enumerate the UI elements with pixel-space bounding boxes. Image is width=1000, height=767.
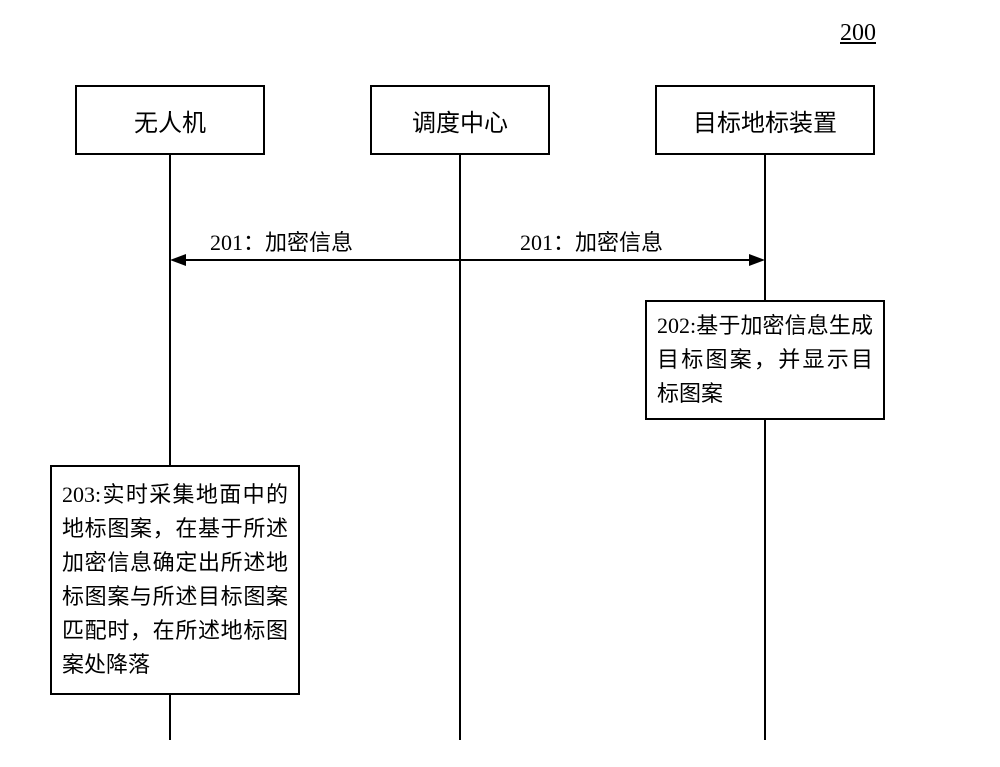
message-line-201-left [186, 259, 460, 261]
note-text-202: 202:基于加密信息生成目标图案，并显示目标图案 [657, 309, 873, 411]
message-label-201-left: 201：加密信息 [210, 225, 353, 257]
message-line-201-right [460, 259, 749, 261]
figure-number: 200 [840, 20, 876, 47]
note-202: 202:基于加密信息生成目标图案，并显示目标图案 [645, 300, 885, 420]
lifeline-target [764, 155, 766, 740]
lifeline-dispatch [459, 155, 461, 740]
note-203: 203:实时采集地面中的地标图案，在基于所述加密信息确定出所述地标图案与所述目标… [50, 465, 300, 695]
message-label-201-right: 201：加密信息 [520, 225, 663, 257]
message-arrowhead-201-right [749, 254, 765, 266]
message-arrowhead-201-left [170, 254, 186, 266]
lane-header-drone: 无人机 [75, 85, 265, 155]
lane-header-dispatch: 调度中心 [370, 85, 550, 155]
note-text-203: 203:实时采集地面中的地标图案，在基于所述加密信息确定出所述地标图案与所述目标… [62, 478, 288, 683]
lane-header-target: 目标地标装置 [655, 85, 875, 155]
